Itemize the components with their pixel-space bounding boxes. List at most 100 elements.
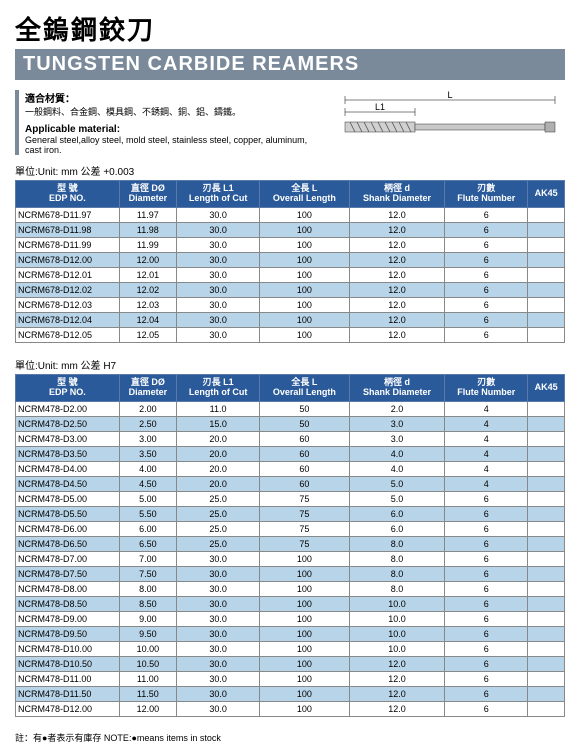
table-cell xyxy=(528,237,565,252)
material-desc-en: General steel,alloy steel, mold steel, s… xyxy=(25,135,310,155)
table-cell: 75 xyxy=(260,521,349,536)
table-cell: 6 xyxy=(445,252,528,267)
table-cell: 12.0 xyxy=(349,222,445,237)
table-row: NCRM678-D12.0512.0530.010012.06 xyxy=(16,327,565,342)
table-cell: 8.0 xyxy=(349,581,445,596)
table-cell: 11.97 xyxy=(119,207,176,222)
table-row: NCRM678-D11.9811.9830.010012.06 xyxy=(16,222,565,237)
table-cell: 30.0 xyxy=(176,207,259,222)
table-cell: NCRM478-D4.50 xyxy=(16,476,120,491)
table-cell: 3.00 xyxy=(119,431,176,446)
table-cell xyxy=(528,641,565,656)
table-cell: 12.0 xyxy=(349,327,445,342)
table-row: NCRM478-D11.0011.0030.010012.06 xyxy=(16,671,565,686)
table-cell: 12.04 xyxy=(119,312,176,327)
table-cell: 8.0 xyxy=(349,536,445,551)
table-cell: 30.0 xyxy=(176,297,259,312)
table-cell: NCRM478-D3.50 xyxy=(16,446,120,461)
table-cell: 12.03 xyxy=(119,297,176,312)
table-row: NCRM478-D7.507.5030.01008.06 xyxy=(16,566,565,581)
table-cell: 6 xyxy=(445,222,528,237)
table-cell: 60 xyxy=(260,431,349,446)
table-cell: 7.00 xyxy=(119,551,176,566)
table-cell: 15.0 xyxy=(176,416,259,431)
col-header: 全長 LOverall Length xyxy=(260,374,349,401)
table-row: NCRM478-D2.502.5015.0503.04 xyxy=(16,416,565,431)
table-row: NCRM478-D5.005.0025.0755.06 xyxy=(16,491,565,506)
table-row: NCRM678-D12.0012.0030.010012.06 xyxy=(16,252,565,267)
table-cell: 100 xyxy=(260,551,349,566)
table-row: NCRM478-D8.008.0030.01008.06 xyxy=(16,581,565,596)
table-cell: 25.0 xyxy=(176,521,259,536)
table-cell: NCRM478-D9.50 xyxy=(16,626,120,641)
col-header: 直徑 DØDiameter xyxy=(119,374,176,401)
table-cell xyxy=(528,566,565,581)
table-row: NCRM478-D9.509.5030.010010.06 xyxy=(16,626,565,641)
table-cell: 7.50 xyxy=(119,566,176,581)
table-cell: 60 xyxy=(260,476,349,491)
table-cell xyxy=(528,521,565,536)
col-header: 柄徑 dShank Diameter xyxy=(349,374,445,401)
table-cell: 2.0 xyxy=(349,401,445,416)
table-cell xyxy=(528,506,565,521)
col-header: AK45 xyxy=(528,374,565,401)
table-row: NCRM478-D3.003.0020.0603.04 xyxy=(16,431,565,446)
table-cell: 12.01 xyxy=(119,267,176,282)
table-cell: 6 xyxy=(445,641,528,656)
table-row: NCRM478-D3.503.5020.0604.04 xyxy=(16,446,565,461)
table-cell: 12.0 xyxy=(349,671,445,686)
table-cell: 4.50 xyxy=(119,476,176,491)
table-cell: 6 xyxy=(445,297,528,312)
table-cell: 10.0 xyxy=(349,596,445,611)
table-cell: 100 xyxy=(260,267,349,282)
table-cell: 12.05 xyxy=(119,327,176,342)
table-cell: 25.0 xyxy=(176,536,259,551)
table-cell: 30.0 xyxy=(176,252,259,267)
table-row: NCRM678-D12.0112.0130.010012.06 xyxy=(16,267,565,282)
table-cell: 4 xyxy=(445,476,528,491)
table-cell: 6 xyxy=(445,566,528,581)
table-cell: NCRM478-D4.00 xyxy=(16,461,120,476)
table-cell: 6 xyxy=(445,671,528,686)
table-cell: 11.00 xyxy=(119,671,176,686)
table-cell: 6 xyxy=(445,656,528,671)
table-cell: 11.0 xyxy=(176,401,259,416)
table-cell: 6 xyxy=(445,327,528,342)
table-cell: 12.0 xyxy=(349,282,445,297)
table-cell: 100 xyxy=(260,237,349,252)
table-cell: 5.00 xyxy=(119,491,176,506)
diagram-label-L: L xyxy=(447,90,452,100)
table-cell: 4 xyxy=(445,446,528,461)
table-cell: NCRM478-D10.00 xyxy=(16,641,120,656)
table-cell: 12.0 xyxy=(349,207,445,222)
table-cell: 10.50 xyxy=(119,656,176,671)
table-cell: 6 xyxy=(445,686,528,701)
table-row: NCRM678-D12.0212.0230.010012.06 xyxy=(16,282,565,297)
table-cell: 12.02 xyxy=(119,282,176,297)
table-cell: NCRM678-D12.05 xyxy=(16,327,120,342)
table-cell: 3.0 xyxy=(349,416,445,431)
table-cell: NCRM678-D12.01 xyxy=(16,267,120,282)
table-cell: 6 xyxy=(445,701,528,716)
table-cell: 8.0 xyxy=(349,551,445,566)
table-cell: NCRM478-D8.50 xyxy=(16,596,120,611)
col-header: 直徑 DØDiameter xyxy=(119,181,176,208)
table-cell: 8.0 xyxy=(349,566,445,581)
table-cell: 10.0 xyxy=(349,626,445,641)
col-header: 型 號EDP NO. xyxy=(16,181,120,208)
table-cell: 5.50 xyxy=(119,506,176,521)
table-cell: 6 xyxy=(445,237,528,252)
table-cell: NCRM678-D12.02 xyxy=(16,282,120,297)
table-cell: 25.0 xyxy=(176,506,259,521)
table-cell: 3.50 xyxy=(119,446,176,461)
table-cell: NCRM478-D6.00 xyxy=(16,521,120,536)
col-header: AK45 xyxy=(528,181,565,208)
table-cell: 3.0 xyxy=(349,431,445,446)
table-cell: 30.0 xyxy=(176,656,259,671)
table-cell: 12.0 xyxy=(349,701,445,716)
table-cell: 4 xyxy=(445,461,528,476)
table-cell: NCRM678-D11.99 xyxy=(16,237,120,252)
table-cell: NCRM478-D8.00 xyxy=(16,581,120,596)
table-row: NCRM478-D10.0010.0030.010010.06 xyxy=(16,641,565,656)
table-cell: 9.50 xyxy=(119,626,176,641)
